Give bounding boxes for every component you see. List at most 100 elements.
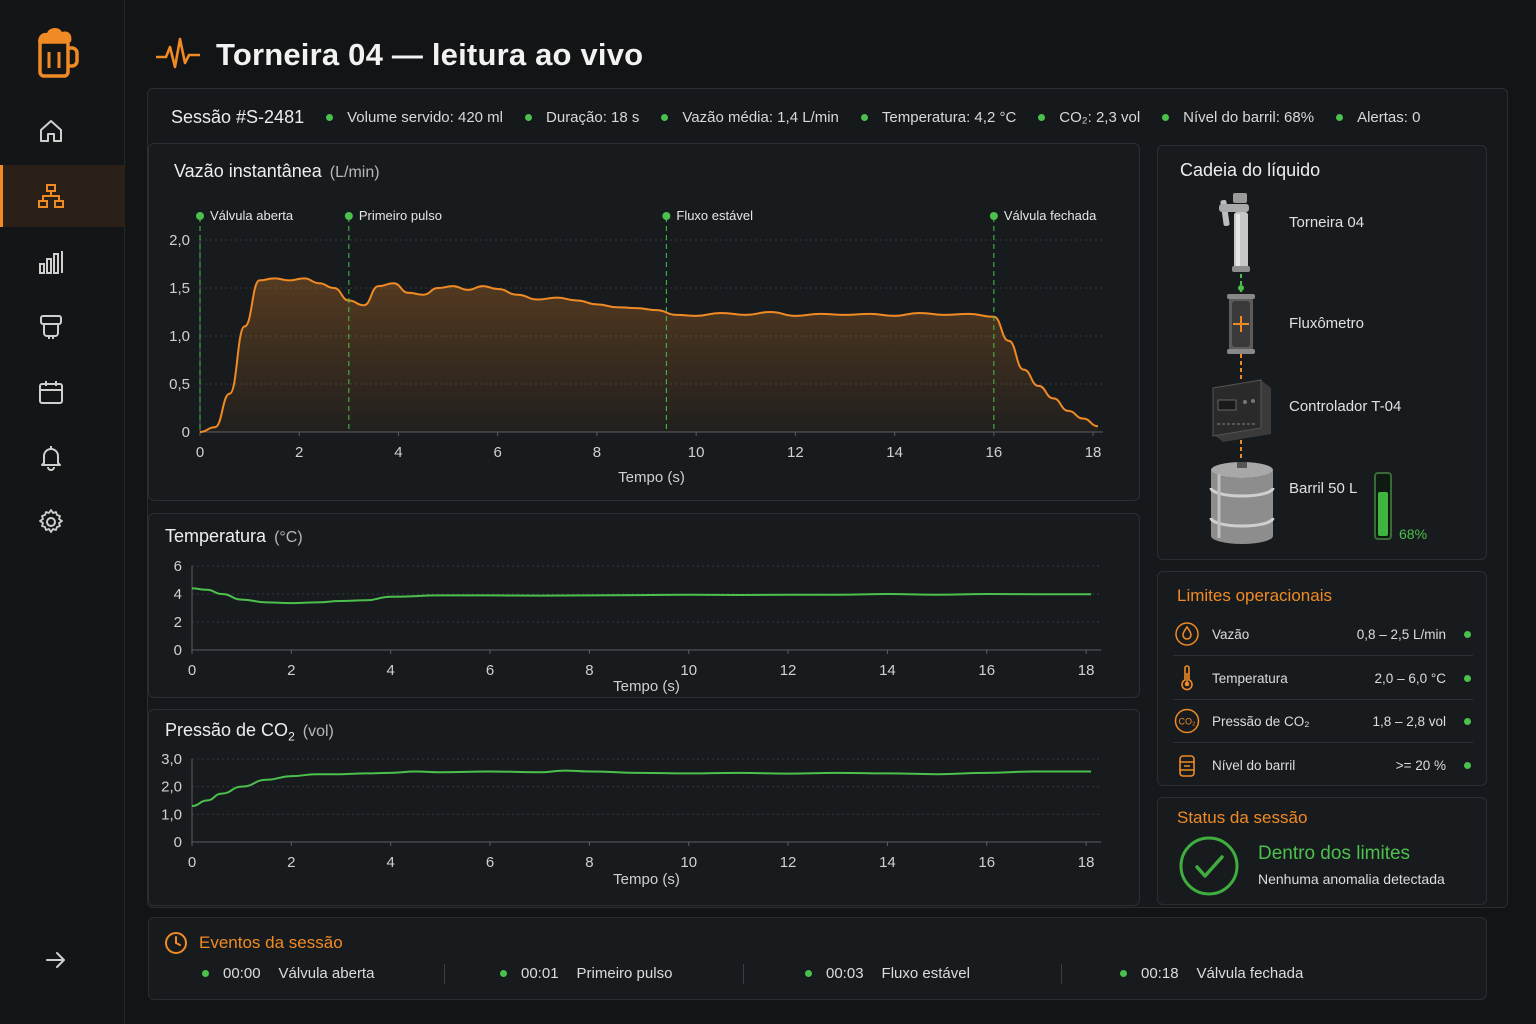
x-tick-label: 8	[593, 444, 601, 461]
x-tick-label: 0	[196, 444, 204, 461]
tap-icon	[40, 315, 62, 339]
keg-level-gauge	[1374, 472, 1392, 540]
series-line	[199, 277, 1099, 433]
y-tick-label: 3,0	[161, 751, 182, 768]
session-status-main: Dentro dos limites	[1258, 843, 1411, 864]
y-tick-label: 0	[174, 642, 182, 659]
temperature-chart-panel	[148, 513, 1140, 698]
summary-duration: Duração: 18 s	[525, 109, 639, 126]
session-events-panel	[148, 917, 1487, 1000]
x-tick-label: 14	[886, 444, 903, 461]
event-marker-dot	[196, 212, 204, 220]
status-dot	[326, 113, 334, 121]
event-marker-dot	[344, 212, 353, 220]
clock-icon	[165, 932, 187, 954]
tap-icon	[1219, 193, 1250, 272]
sidebar-item-settings[interactable]	[0, 491, 125, 553]
x-tick-label: 12	[780, 662, 797, 679]
y-tick-label: 1,5	[169, 280, 190, 297]
sidebar-item-flow[interactable]	[0, 165, 125, 227]
y-tick-label: 0,5	[169, 376, 190, 393]
flow-diagram-icon	[38, 184, 64, 208]
event-marker-label: Válvula fechada	[1004, 208, 1097, 223]
x-tick-label: 18	[1078, 662, 1095, 679]
x-tick-label: 2	[295, 444, 303, 461]
chain-flowmeter-label: Fluxômetro	[1289, 315, 1365, 332]
limit-row-temperature: Temperatura 2,0 – 6,0 °C	[1173, 657, 1473, 700]
event-item: 00:00 Válvula aberta	[202, 965, 374, 982]
co2-chart: 0 1,0 2,0 3,0 0 2 4 6 8 10 12 14 16 18 Tempo (s)	[161, 751, 1101, 888]
chain-tap-label: Torneira 04	[1289, 214, 1365, 231]
limit-row-flow: Vazão 0,8 – 2,5 L/min	[1173, 613, 1473, 656]
session-status-panel	[1157, 797, 1487, 905]
limit-row-keg-level: Nível do barril >= 20 %	[1173, 744, 1473, 787]
x-axis-label: Tempo (s)	[618, 469, 685, 486]
bar-chart-icon	[39, 251, 63, 274]
session-id: Sessão #S-2481	[171, 106, 305, 127]
flow-chart-title: Vazão instantânea (L/min)	[174, 161, 380, 181]
status-dot	[661, 113, 669, 121]
session-summary-bar: Sessão #S-2481 Volume servido: 420 ml Du…	[171, 104, 1442, 130]
keg-level-fill	[1378, 492, 1388, 536]
summary-volume: Volume servido: 420 ml	[326, 109, 503, 126]
status-dot	[1336, 113, 1344, 121]
pulse-icon	[156, 37, 200, 69]
page-title: Torneira 04 — leitura ao vivo	[216, 37, 644, 72]
x-axis-label: Tempo (s)	[613, 871, 680, 888]
sidebar	[0, 0, 125, 1024]
keg-icon	[1209, 462, 1275, 544]
summary-alerts: Alertas: 0	[1336, 109, 1420, 126]
beer-mug-logo-icon[interactable]	[34, 24, 80, 78]
x-tick-label: 10	[680, 662, 697, 679]
event-divider	[444, 964, 445, 984]
status-dot	[1464, 674, 1471, 682]
x-axis-label: Tempo (s)	[613, 678, 680, 695]
event-marker-label: Fluxo estável	[676, 208, 753, 223]
summary-co2: CO₂: 2,3 vol	[1038, 109, 1140, 126]
summary-avg-flow: Vazão média: 1,4 L/min	[661, 109, 839, 126]
chain-keg-label: Barril 50 L	[1289, 480, 1358, 497]
y-tick-label: 2	[174, 614, 182, 631]
sidebar-item-calendar[interactable]	[0, 361, 125, 423]
summary-temperature: Temperatura: 4,2 °C	[860, 109, 1016, 126]
y-tick-label: 0	[182, 424, 190, 441]
series-line	[191, 587, 1092, 605]
event-divider	[1061, 964, 1062, 984]
status-dot	[1464, 717, 1471, 725]
x-tick-label: 14	[879, 662, 896, 679]
status-dot	[500, 970, 507, 977]
sidebar-item-alerts[interactable]	[0, 426, 125, 488]
x-tick-label: 2	[287, 662, 295, 679]
x-tick-label: 16	[978, 662, 995, 679]
y-tick-label: 1,0	[169, 328, 190, 345]
sidebar-item-taps[interactable]	[0, 296, 125, 358]
status-dot	[1162, 113, 1170, 121]
series-area	[200, 278, 1099, 432]
summary-keg-level: Nível do barril: 68%	[1162, 109, 1314, 126]
x-tick-label: 16	[986, 444, 1003, 461]
chain-controller-label: Controlador T-04	[1289, 398, 1402, 415]
liquid-chain-title: Cadeia do líquido	[1180, 160, 1321, 180]
x-tick-label: 2	[287, 854, 295, 871]
event-marker-dot	[989, 212, 998, 220]
limits-title: Limites operacionais	[1177, 586, 1332, 605]
keg-level-value: 68%	[1399, 526, 1428, 542]
co2-chart-title: Pressão de CO2 (vol)	[165, 720, 334, 744]
x-tick-label: 4	[394, 444, 402, 461]
status-dot	[202, 970, 209, 977]
x-tick-label: 4	[387, 854, 395, 871]
session-events-title: Eventos da sessão	[199, 933, 343, 952]
session-status-title: Status da sessão	[1177, 808, 1308, 827]
status-dot	[1038, 113, 1046, 121]
sidebar-item-analytics[interactable]	[0, 231, 125, 293]
arrow-right-icon[interactable]	[42, 946, 70, 974]
x-tick-label: 8	[585, 854, 593, 871]
status-dot	[1464, 762, 1471, 769]
status-dot	[1464, 630, 1471, 638]
sidebar-item-home[interactable]	[0, 100, 125, 162]
status-dot	[805, 970, 812, 977]
limits-panel	[1157, 571, 1487, 786]
x-tick-label: 14	[879, 854, 896, 871]
bell-icon	[41, 446, 61, 471]
session-status-sub: Nenhuma anomalia detectada	[1258, 871, 1445, 887]
